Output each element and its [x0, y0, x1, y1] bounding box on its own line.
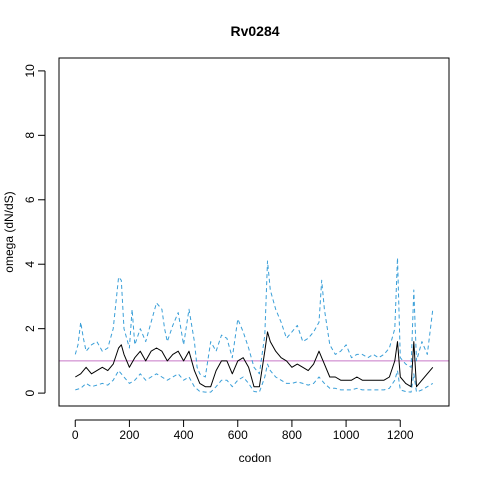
- x-tick-label: 600: [228, 428, 248, 442]
- y-tick-label: 4: [23, 261, 37, 268]
- y-axis: 0 2 4 6 8 10: [23, 64, 46, 396]
- x-tick-label: 200: [119, 428, 139, 442]
- y-tick-label: 8: [23, 132, 37, 139]
- y-axis-label: omega (dN/dS): [2, 191, 16, 272]
- lower-bound-line: [75, 363, 434, 393]
- y-tick-label: 6: [23, 196, 37, 203]
- x-axis: 0 200 400 600 800 1000 1200: [72, 419, 414, 442]
- x-tick-label: 1000: [333, 428, 360, 442]
- y-tick-label: 0: [23, 389, 37, 396]
- x-tick-label: 800: [282, 428, 302, 442]
- x-axis-label: codon: [239, 451, 272, 465]
- chart-title: Rv0284: [230, 23, 279, 39]
- x-tick-label: 1200: [387, 428, 414, 442]
- upper-bound-line: [74, 257, 434, 378]
- x-tick-label: 0: [72, 428, 79, 442]
- plot-frame: [58, 57, 450, 407]
- x-tick-label: 400: [174, 428, 194, 442]
- y-tick-label: 2: [23, 325, 37, 332]
- y-tick-label: 10: [23, 64, 37, 78]
- omega-estimate-line: [75, 331, 434, 388]
- plot-area: [59, 257, 449, 393]
